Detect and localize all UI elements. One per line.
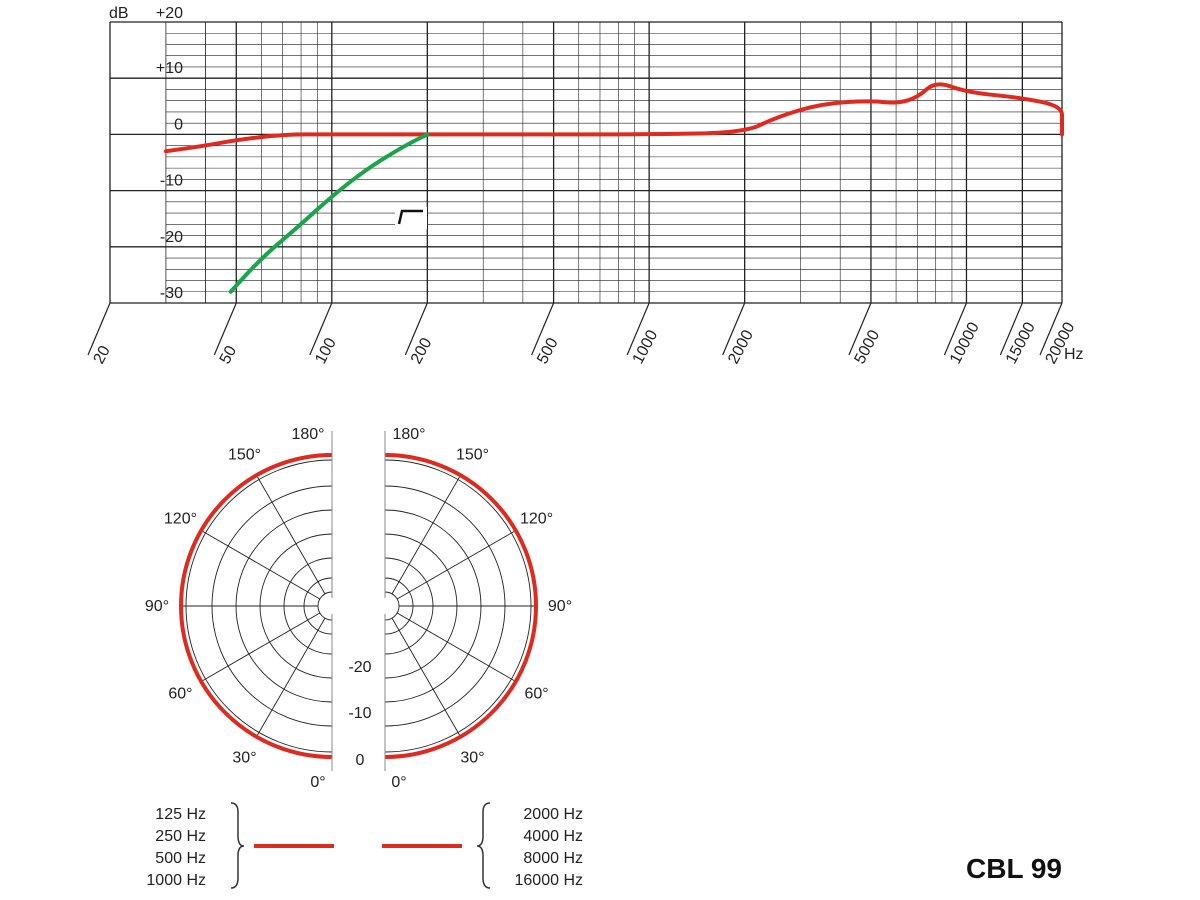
response-curves bbox=[163, 82, 1064, 294]
y-axis-unit-label: dB bbox=[109, 5, 129, 22]
polar-pattern-curve bbox=[179, 453, 333, 759]
polar-angle-label: 60° bbox=[168, 686, 192, 703]
legend-item: 16000 Hz bbox=[515, 872, 584, 889]
polar-ring bbox=[317, 591, 333, 621]
legend-brace-left bbox=[230, 802, 245, 889]
polar-angle-label: 150° bbox=[228, 446, 261, 463]
polar-center bbox=[324, 598, 340, 614]
x-tick-mark bbox=[999, 302, 1023, 356]
polar-angle-label: 60° bbox=[524, 686, 548, 703]
legend-item: 2000 Hz bbox=[523, 806, 583, 823]
x-tick-mark bbox=[1039, 302, 1063, 356]
frequency-response-chart: +20+100-10-20-30 dB 20 50 100 200 500 1000 200… bbox=[87, 5, 1084, 367]
polar-pattern-chart: 180° 150° 120° 90° 60° 30° 0° 180° 150° 120° 90° 6… bbox=[145, 426, 572, 791]
legend-brace-right bbox=[476, 802, 491, 889]
x-tick-mark bbox=[404, 302, 428, 356]
polar-spoke bbox=[391, 617, 461, 737]
polar-angle-label: 180° bbox=[392, 426, 425, 443]
polar-left-half bbox=[179, 431, 340, 771]
y-tick-label: -30 bbox=[160, 285, 183, 302]
polar-angle-label: 90° bbox=[548, 598, 572, 615]
polar-right-half bbox=[377, 431, 538, 771]
polar-spoke bbox=[256, 475, 326, 595]
polar-angle-labels-right: 180° 150° 120° 90° 60° 30° 0° bbox=[391, 426, 572, 791]
low-cut-curve bbox=[228, 132, 430, 294]
x-tick-label: 1000 bbox=[630, 327, 662, 366]
x-tick-labels: 20 50 100 200 500 1000 2000 5000 10000 15000 20000 bbox=[87, 302, 1078, 367]
low-cut-switch-icon bbox=[395, 207, 427, 229]
polar-angle-label: 180° bbox=[291, 426, 324, 443]
x-tick-label: 5000 bbox=[851, 327, 883, 366]
polar-angle-label: 0° bbox=[310, 774, 325, 791]
x-tick-mark bbox=[626, 302, 650, 356]
x-tick-mark bbox=[213, 302, 237, 356]
x-tick-mark bbox=[722, 302, 746, 356]
polar-spoke bbox=[391, 475, 461, 595]
x-tick-mark bbox=[531, 302, 555, 356]
x-tick-mark bbox=[309, 302, 333, 356]
x-tick-mark bbox=[87, 302, 111, 356]
x-tick-label: 10000 bbox=[947, 320, 983, 367]
x-tick-label: 2000 bbox=[725, 327, 757, 366]
x-tick-mark bbox=[943, 302, 968, 356]
polar-angle-label: 90° bbox=[145, 598, 169, 615]
polar-angle-label: 30° bbox=[232, 750, 256, 767]
polar-angle-label: 120° bbox=[520, 511, 553, 528]
y-tick-label: 0 bbox=[174, 116, 183, 133]
polar-angle-label: 150° bbox=[456, 446, 489, 463]
model-title: CBL 99 bbox=[966, 853, 1062, 884]
polar-radial-label: 0 bbox=[356, 752, 365, 769]
y-tick-labels: +20 +10 0 -10 -20 -30 bbox=[156, 5, 183, 302]
y-tick-label: +20 bbox=[156, 5, 183, 22]
polar-ring bbox=[384, 591, 400, 621]
legend-item: 250 Hz bbox=[155, 828, 206, 845]
polar-center bbox=[377, 598, 393, 614]
legend-high-frequencies: 2000 Hz 4000 Hz 8000 Hz 16000 Hz bbox=[515, 806, 584, 889]
polar-radial-labels: -20 -10 0 bbox=[348, 659, 371, 769]
frequency-grid bbox=[109, 21, 1063, 304]
legend-item: 125 Hz bbox=[155, 806, 206, 823]
polar-spoke bbox=[201, 612, 321, 682]
x-tick-label: 15000 bbox=[1003, 320, 1039, 367]
response-curve bbox=[163, 82, 1064, 154]
polar-spoke bbox=[201, 530, 321, 600]
y-tick-label: -10 bbox=[160, 173, 183, 190]
polar-spoke bbox=[396, 612, 516, 682]
y-tick-label: -20 bbox=[160, 229, 183, 246]
legend-low-frequencies: 125 Hz 250 Hz 500 Hz 1000 Hz bbox=[146, 806, 206, 889]
polar-angle-label: 30° bbox=[460, 750, 484, 767]
polar-spoke bbox=[396, 530, 516, 600]
legend-item: 4000 Hz bbox=[523, 828, 583, 845]
legend-item: 8000 Hz bbox=[523, 850, 583, 867]
polar-spoke bbox=[256, 617, 326, 737]
polar-pattern-curve bbox=[384, 453, 538, 759]
polar-angle-label: 120° bbox=[164, 511, 197, 528]
x-tick-label: 50 bbox=[217, 343, 240, 367]
legend-item: 500 Hz bbox=[155, 850, 206, 867]
polar-radial-label: -10 bbox=[348, 705, 371, 722]
x-tick-label: 20 bbox=[91, 343, 114, 367]
polar-radial-label: -20 bbox=[348, 659, 371, 676]
polar-angle-labels-left: 180° 150° 120° 90° 60° 30° 0° bbox=[145, 426, 326, 791]
x-tick-mark bbox=[848, 302, 872, 356]
legend-item: 1000 Hz bbox=[146, 872, 206, 889]
y-tick-label: +10 bbox=[156, 60, 183, 77]
x-axis-unit-label: Hz bbox=[1064, 346, 1084, 363]
polar-angle-label: 0° bbox=[391, 774, 406, 791]
